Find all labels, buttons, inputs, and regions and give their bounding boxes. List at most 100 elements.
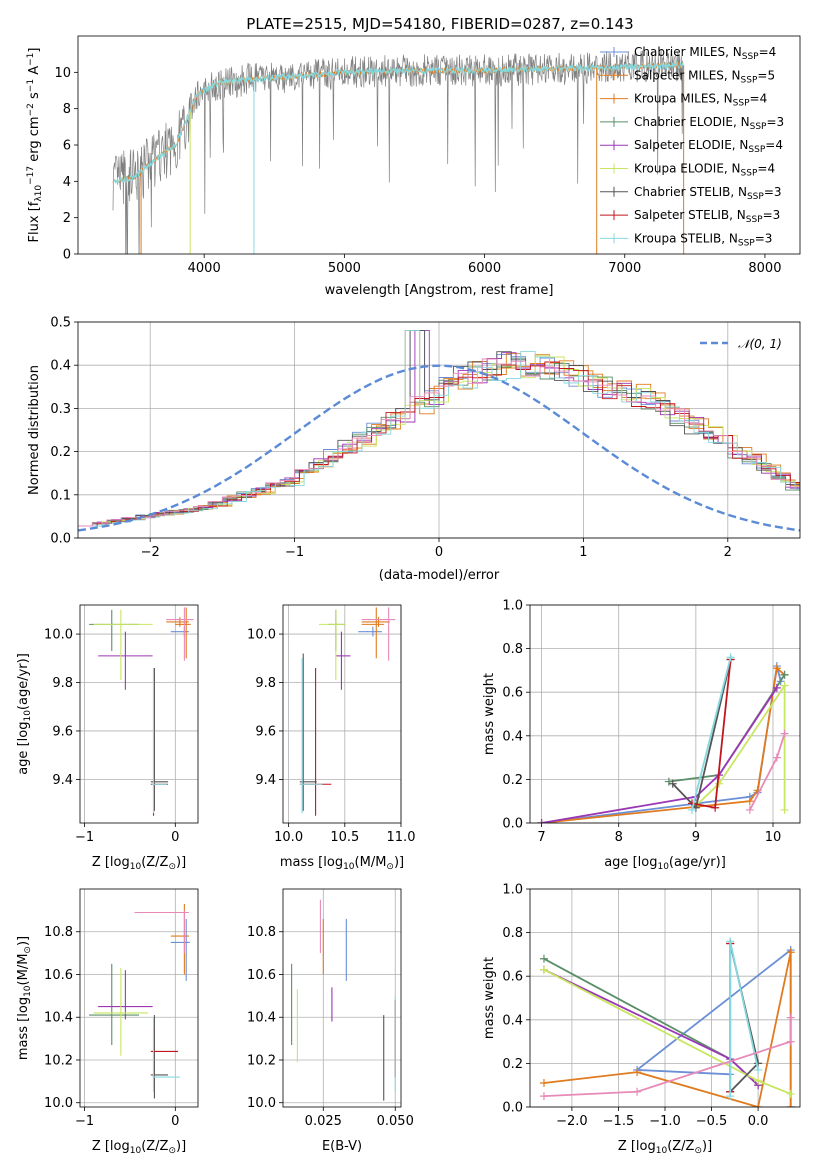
label-part: Z [log (618, 1139, 656, 1154)
y-tick-label: 0.8 (502, 642, 523, 657)
histogram-step-line (78, 330, 800, 527)
x-axis-label: wavelength [Angstrom, rest frame] (325, 283, 554, 298)
x-axis-label: Z [log10(Z/Z⊙)] (618, 1139, 712, 1156)
y-tick-label: 0.2 (50, 445, 71, 460)
residuals-panel: −2 −1 0 1 2 0.0 0.1 0.2 0.3 0.4 0.5 (data-model)/er… (27, 316, 801, 583)
weight-point-marker (780, 681, 789, 690)
label-part: =5 (757, 68, 775, 82)
axes-frame (77, 321, 801, 539)
label-part: 10 (23, 985, 33, 997)
label-part: )] (16, 936, 31, 946)
histogram-step-line (78, 358, 800, 527)
y-tick-label: 1.0 (502, 883, 523, 898)
weight-series-line (691, 657, 732, 811)
x-tick-label: 10.0 (274, 830, 303, 845)
label-part: wavelength [Angstrom, rest frame] (325, 283, 554, 298)
weight-point-marker (786, 948, 795, 957)
y-tick-label: 9.6 (255, 724, 276, 739)
x-tick-label: 8 (615, 830, 623, 845)
y-tick-label: 10.0 (44, 1096, 73, 1111)
weight-point-marker (726, 937, 735, 946)
y-tick-label: 0.0 (50, 532, 71, 547)
label-part: ⊙ (168, 862, 176, 872)
mass-age-panel: 10.0 10.5 11.0 9.4 9.6 9.8 10.0 mass [log10(M/M… (247, 604, 416, 872)
weight-point-marker (786, 1037, 795, 1046)
y-tick-label: 8 (63, 102, 71, 117)
weight-series-line (543, 968, 792, 1095)
legend-entry: Kroupa ELODIE, NSSP=4 (634, 162, 775, 179)
label-part: (M/M (355, 855, 387, 870)
y-tick-label: 0.6 (502, 686, 523, 701)
x-tick-label: −1.0 (649, 1114, 681, 1129)
legend-entry: Salpeter STELIB, NSSP=3 (634, 208, 780, 225)
label-part: =4 (750, 92, 768, 106)
label-part: 10 (656, 1146, 668, 1156)
legend-entry: Kroupa MILES, NSSP=4 (634, 92, 767, 109)
legend-entry: Chabrier STELIB, NSSP=3 (634, 185, 782, 202)
weight-series-line (541, 687, 778, 823)
y-tick-label: 0.5 (50, 316, 71, 331)
x-tick-label: 11.0 (387, 830, 416, 845)
weight-point-marker (780, 670, 789, 679)
label-part: −1 (26, 79, 36, 92)
x-tick-label: −1 (75, 830, 94, 845)
gaussian-curve (78, 364, 800, 532)
x-tick-label: 7000 (608, 261, 641, 276)
x-tick-label: 0.025 (305, 1114, 342, 1129)
label-part: SSP (750, 122, 767, 132)
model-spectrum-line (112, 60, 684, 184)
label-part: Kroupa STELIB, N (634, 231, 738, 245)
x-tick-label: 0.050 (377, 1114, 414, 1129)
histogram-step-line (78, 330, 800, 527)
y-tick-label: 10.4 (247, 1011, 276, 1026)
weight-point-marker (668, 779, 677, 788)
label-part: 10 (130, 1146, 142, 1156)
weight-point-marker (772, 683, 781, 692)
weight-point-marker (539, 965, 548, 974)
weight-series-line (543, 952, 792, 1107)
y-tick-label: 6 (63, 139, 71, 154)
label-part: Z [log (92, 855, 130, 870)
label-part: =3 (766, 115, 784, 129)
x-tick-label: −0.5 (696, 1114, 728, 1129)
y-tick-label: 1.0 (502, 599, 523, 614)
y-tick-label: 10.2 (44, 1053, 73, 1068)
label-part: λ (34, 196, 44, 202)
label-part: Flux [f (27, 201, 42, 242)
weight-point-marker (539, 1079, 548, 1088)
axes-frame (282, 604, 402, 824)
label-part: SSP (738, 238, 755, 248)
y-tick-label: 10.0 (44, 628, 73, 643)
y-tick-label: 10.8 (247, 925, 276, 940)
weight-series-line (543, 1017, 792, 1097)
y-tick-label: 10.8 (44, 925, 73, 940)
axes-frame (529, 888, 801, 1108)
label-part: Chabrier ELODIE, N (634, 115, 750, 129)
y-tick-label: 10.0 (247, 1096, 276, 1111)
label-part: 10 (343, 862, 355, 872)
x-axis-label: (data-model)/error (379, 568, 500, 583)
y-tick-label: 9.8 (255, 676, 276, 691)
label-part: Kroupa ELODIE, N (634, 162, 741, 176)
axes-frame (79, 888, 199, 1108)
label-part: ⊙ (168, 1146, 176, 1156)
label-part: Z [log (92, 1139, 130, 1154)
y-tick-label: 10.0 (247, 628, 276, 643)
label-part: )] (176, 1139, 186, 1154)
weight-point-marker (726, 653, 735, 662)
weight-point-marker (633, 1068, 642, 1077)
x-tick-label: 0.0 (748, 1114, 769, 1129)
weight-point-marker (754, 1076, 763, 1085)
weight-point-marker (786, 1089, 795, 1098)
y-tick-label: 0.2 (502, 773, 523, 788)
y-tick-label: 9.4 (255, 773, 276, 788)
weight-point-marker (745, 805, 754, 814)
x-tick-label: 7 (537, 830, 545, 845)
errorbars (89, 903, 190, 1099)
label-part: SSP (748, 145, 765, 155)
y-tick-label: 0.6 (502, 970, 523, 985)
label-part: age [log (604, 855, 657, 870)
